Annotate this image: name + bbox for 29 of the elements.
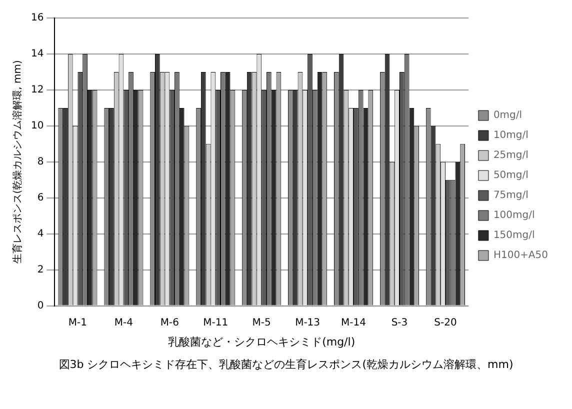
legend-label: 75mg/l xyxy=(493,190,528,202)
x-tick-label: M-13 xyxy=(295,317,320,328)
legend-label: 100mg/l xyxy=(493,210,535,222)
legend-label: 10mg/l xyxy=(493,130,528,142)
x-tick-label: S-3 xyxy=(391,317,408,328)
y-tick-label: 2 xyxy=(37,264,44,276)
x-tick-label: M-1 xyxy=(68,317,88,328)
y-tick-label: 8 xyxy=(37,156,44,168)
y-tick-label: 10 xyxy=(30,120,44,132)
y-axis-title: 生育レスポンス(乾燥カルシウム溶解環, mm) xyxy=(12,60,24,264)
legend-label: 150mg/l xyxy=(493,230,535,242)
x-tick-label: M-5 xyxy=(252,317,271,328)
legend-label: 25mg/l xyxy=(493,150,528,162)
y-tick-label: 0 xyxy=(37,300,44,312)
y-tick-label: 12 xyxy=(30,84,44,96)
caption: 図3b シクロヘキシミド存在下、乳酸菌などの生育レスポンス(乾燥カルシウム溶解環、mm) xyxy=(58,357,514,373)
legend-label: 0mg/l xyxy=(493,110,522,122)
x-tick-label: S-20 xyxy=(434,317,457,328)
legend-label: 50mg/l xyxy=(493,170,528,182)
x-axis-title: 乳酸菌など・シクロヘキシミド(mg/l) xyxy=(168,335,356,348)
legend-label: H100+A50 xyxy=(493,250,548,262)
y-tick-label: 16 xyxy=(30,12,44,24)
x-tick-label: M-11 xyxy=(203,317,228,328)
y-tick-label: 6 xyxy=(37,192,44,204)
x-tick-label: M-4 xyxy=(114,317,133,328)
x-tick-label: M-6 xyxy=(160,317,179,328)
x-tick-label: M-14 xyxy=(341,317,366,328)
y-tick-label: 4 xyxy=(37,228,44,240)
y-tick-label: 14 xyxy=(30,48,44,60)
